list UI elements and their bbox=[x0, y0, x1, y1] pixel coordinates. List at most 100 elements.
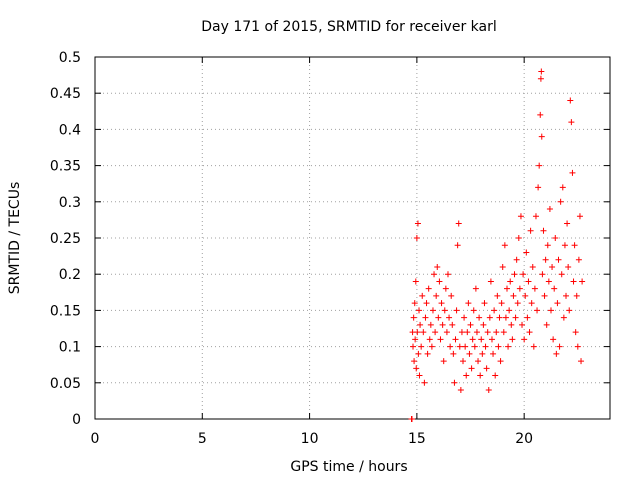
data-point bbox=[458, 329, 465, 336]
data-point bbox=[488, 336, 495, 343]
data-point bbox=[537, 111, 544, 118]
data-point bbox=[427, 321, 434, 328]
data-point bbox=[478, 336, 485, 343]
data-point bbox=[433, 292, 440, 299]
data-point bbox=[532, 213, 539, 220]
data-point bbox=[534, 307, 541, 314]
data-point bbox=[426, 336, 433, 343]
y-tick-label: 0 bbox=[72, 412, 81, 428]
data-point bbox=[506, 307, 513, 314]
grid-lines bbox=[95, 57, 610, 419]
data-point bbox=[419, 292, 426, 299]
data-point bbox=[567, 97, 574, 104]
data-point bbox=[410, 343, 417, 350]
data-point bbox=[408, 416, 415, 422]
y-tick-label: 0.15 bbox=[50, 303, 81, 319]
axis-ticks: 0 0.05 0.1 0.15 0.2 0.25 0.3 0.35 0.4 0.45 0.5 0 5 10… bbox=[50, 50, 610, 447]
data-point bbox=[563, 292, 570, 299]
data-point bbox=[493, 329, 500, 336]
data-point bbox=[504, 285, 510, 292]
data-point bbox=[564, 220, 571, 227]
data-point bbox=[422, 314, 429, 321]
data-point bbox=[413, 365, 420, 372]
data-point bbox=[527, 227, 534, 234]
data-point bbox=[568, 119, 575, 126]
x-tick-label: 0 bbox=[91, 431, 100, 447]
data-point bbox=[421, 379, 428, 386]
data-point bbox=[441, 307, 448, 314]
data-point bbox=[509, 336, 516, 343]
data-point bbox=[442, 285, 449, 292]
data-point bbox=[565, 263, 572, 270]
data-point bbox=[424, 350, 431, 357]
data-point bbox=[469, 336, 476, 343]
data-point bbox=[415, 350, 422, 357]
data-point bbox=[462, 343, 469, 350]
y-tick-label: 0.4 bbox=[59, 122, 81, 138]
data-point bbox=[578, 358, 585, 365]
data-point bbox=[570, 278, 577, 285]
data-point bbox=[472, 285, 479, 292]
data-point bbox=[538, 133, 545, 140]
data-point bbox=[573, 292, 580, 299]
data-point bbox=[461, 314, 468, 321]
data-point bbox=[520, 271, 527, 278]
data-point bbox=[498, 300, 505, 307]
data-point bbox=[479, 350, 486, 357]
data-point bbox=[569, 169, 576, 176]
data-point bbox=[471, 343, 478, 350]
data-point bbox=[437, 336, 444, 343]
y-tick-label: 0.5 bbox=[59, 50, 81, 66]
data-point bbox=[545, 278, 552, 285]
data-point bbox=[542, 256, 549, 263]
data-point bbox=[513, 256, 520, 263]
data-point bbox=[466, 350, 473, 357]
data-point bbox=[410, 314, 417, 321]
data-point bbox=[557, 198, 564, 205]
data-point bbox=[558, 271, 565, 278]
data-point bbox=[536, 162, 543, 169]
data-point bbox=[502, 314, 509, 321]
data-point bbox=[575, 256, 582, 263]
x-tick-label: 20 bbox=[515, 431, 533, 447]
data-point bbox=[456, 343, 463, 350]
data-point bbox=[440, 358, 447, 365]
data-point bbox=[541, 292, 548, 299]
data-point bbox=[480, 321, 487, 328]
data-point bbox=[555, 256, 562, 263]
data-point bbox=[451, 379, 458, 386]
data-point bbox=[448, 292, 455, 299]
data-point bbox=[428, 343, 435, 350]
data-point bbox=[510, 292, 517, 299]
data-point bbox=[491, 307, 498, 314]
data-point bbox=[505, 343, 512, 350]
data-point bbox=[485, 387, 492, 394]
data-point bbox=[531, 285, 538, 292]
data-point bbox=[511, 271, 518, 278]
y-tick-label: 0.2 bbox=[59, 267, 81, 283]
data-point bbox=[431, 271, 438, 278]
data-point bbox=[499, 263, 506, 270]
data-point bbox=[516, 285, 523, 292]
data-point bbox=[416, 307, 423, 314]
data-point bbox=[416, 372, 423, 379]
data-point bbox=[423, 300, 430, 307]
data-point bbox=[521, 336, 528, 343]
data-point bbox=[455, 220, 462, 227]
data-point bbox=[571, 242, 578, 249]
data-point bbox=[572, 329, 579, 336]
data-point bbox=[497, 358, 504, 365]
data-point bbox=[517, 213, 524, 220]
data-point bbox=[435, 314, 442, 321]
x-tick-label: 5 bbox=[198, 431, 207, 447]
y-tick-label: 0.1 bbox=[59, 340, 81, 356]
data-point bbox=[443, 329, 450, 336]
plot-frame bbox=[94, 56, 611, 420]
y-axis-title: SRMTID / TECUs bbox=[7, 182, 23, 295]
data-point bbox=[464, 329, 471, 336]
data-point bbox=[473, 329, 480, 336]
data-point bbox=[561, 242, 568, 249]
data-point bbox=[496, 314, 503, 321]
data-point bbox=[560, 314, 567, 321]
